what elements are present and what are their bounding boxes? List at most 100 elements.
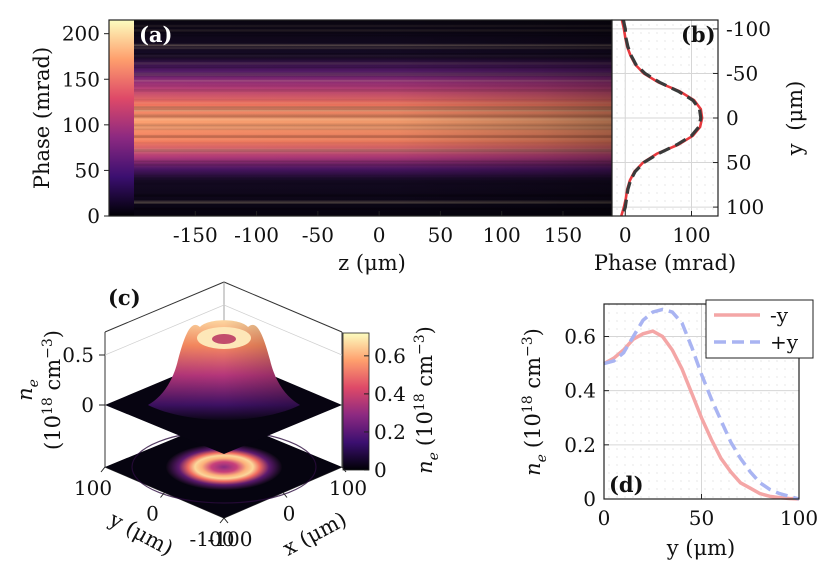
x-axis-c-tick <box>223 517 229 524</box>
colorbar-a <box>109 20 134 216</box>
y-axis-c-tick-label: 0 <box>146 502 159 526</box>
colorbar-c-tick-label: 0.4 <box>374 382 406 406</box>
z-label-c-exp18: 18 <box>40 397 56 415</box>
cb-label-c-close: ) <box>413 326 437 334</box>
x-axis-c-ticks: -100 0 100 <box>208 466 367 551</box>
panel-label-c: (c) <box>108 285 141 310</box>
y-axis-label-b-var: y <box>783 143 807 156</box>
colorbar-c-ticks: 0 0.2 0.4 0.6 <box>364 344 406 482</box>
colorbar-c <box>342 332 370 471</box>
colorbar-a-tick-label: 50 <box>75 158 100 182</box>
colorbar-a-tick-label: 150 <box>62 67 100 91</box>
cb-label-c-exp18: 18 <box>412 393 428 411</box>
z-label-c-open: (10 <box>41 415 65 450</box>
legend-box-d <box>705 299 814 359</box>
y-axis-label-c: y (μm) <box>105 507 178 561</box>
z-label-c-ne: n <box>13 387 37 401</box>
legend-label-plus-y: +y <box>770 330 799 354</box>
y-axis-label-d: ne (1018 cm−3) <box>520 328 550 476</box>
y-axis-label-b-unit: (μm) <box>783 81 807 131</box>
cb-label-c-exp3: −3 <box>412 334 428 355</box>
x-axis-a-tick-label: -150 <box>173 223 218 247</box>
surface-crater-dip-c <box>212 334 236 344</box>
x-axis-a-tick-label: -50 <box>302 223 334 247</box>
svg-text:ne(1018 cm−3): ne (1018 cm−3) <box>520 328 550 476</box>
y-axis-b-tick-label: -50 <box>726 61 758 85</box>
x-axis-d-tick-label: 50 <box>689 506 714 530</box>
d-label-sub: e <box>534 454 550 462</box>
cb-label-c-open: (10 <box>413 411 437 446</box>
colorbar-a-ticks: 0 50 100 150 200 <box>62 22 109 228</box>
panel-b: (b) 0 100 -100 -50 0 50 100 Phase (mrad) y (μ… <box>594 17 807 275</box>
x-axis-d-tick-label: 0 <box>598 506 611 530</box>
z-axis-c-tick-label: 0 <box>81 393 94 417</box>
x-axis-d-tick-label: 100 <box>780 506 818 530</box>
heatmap-a-shade <box>134 20 612 216</box>
cb-label-c-ne: n <box>413 460 437 474</box>
panel-label-a: (a) <box>139 22 172 47</box>
x-axis-b-ticks: 0 100 <box>619 211 711 247</box>
x-axis-a-tick-label: -100 <box>234 223 279 247</box>
x-axis-label-b: Phase (mrad) <box>594 251 736 275</box>
y-axis-c-tick <box>100 466 106 473</box>
y-axis-label-b: y (μm) <box>783 81 807 157</box>
d-label-exp18: 18 <box>520 395 536 413</box>
y-axis-b-ticks: -100 -50 0 50 100 <box>713 17 771 219</box>
series-d <box>603 307 800 501</box>
y-axis-d-tick-label: 0.4 <box>564 379 596 403</box>
d-label-ne: n <box>521 462 545 476</box>
panel-label-d: (d) <box>609 472 644 497</box>
d-label-close: ) <box>521 328 545 336</box>
z-label-c-close: ) <box>41 330 65 338</box>
x-axis-d-ticks: 0 50 100 <box>598 494 818 530</box>
panel-d: 0 50 100 0 0.2 0.4 0.6 (d) -y +y y (μm) ne (10… <box>520 299 818 560</box>
svg-text:ne(1018 cm−3): ne (1018 cm−3) <box>412 326 442 474</box>
x-axis-a-tick-label: 50 <box>428 223 453 247</box>
y-axis-b-tick-label: 50 <box>726 151 751 175</box>
series-d-plus-y <box>603 307 800 501</box>
svg-text:ne: ne <box>13 379 42 401</box>
x-axis-label-d: y (μm) <box>666 536 736 560</box>
surface-dome-shade-c <box>148 320 300 420</box>
y-axis-d-tick-label: 0 <box>583 487 596 511</box>
x-axis-c-tick <box>282 492 288 498</box>
y-axis-c-ticks: 100 0 -100 <box>74 466 235 551</box>
y-axis-c-tick <box>219 517 225 524</box>
x-axis-b-tick-label: 100 <box>672 223 710 247</box>
colorbar-a-tick-label: 200 <box>62 22 100 46</box>
y-axis-c-tick <box>160 492 165 498</box>
series-b-fit <box>621 19 703 217</box>
colorbar-c-tick-label: 0.2 <box>374 420 406 444</box>
d-label-cm: cm <box>521 357 545 395</box>
d-label-exp3: −3 <box>520 336 536 357</box>
z-axis-c-tick-label: 0.5 <box>62 343 94 367</box>
colorbar-label-c: ne (1018 cm−3) <box>412 326 442 474</box>
projection-ring-c <box>166 444 282 490</box>
z-axis-label-c: ne (1018 cm−3) <box>13 330 65 450</box>
series-b <box>620 19 704 217</box>
z-label-c-exp3: −3 <box>40 338 56 359</box>
x-axis-a-tick-label: 0 <box>373 223 386 247</box>
colorbar-a-tick-label: 100 <box>62 113 100 137</box>
x-axis-c-tick <box>341 466 347 473</box>
y-axis-d-ticks: 0 0.2 0.4 0.6 <box>564 325 609 511</box>
svg-text:(1018 cm−3): (1018 cm−3) <box>40 330 65 450</box>
y-axis-c-tick-label: -100 <box>190 527 235 551</box>
y-axis-label-a: Phase (mrad) <box>30 47 54 189</box>
z-label-c-sub: e <box>26 379 42 387</box>
cb-label-c-cm: cm <box>413 355 437 393</box>
legend-label-minus-y: -y <box>770 303 789 327</box>
z-axis-c-ticks: 00.5 <box>62 343 105 417</box>
x-axis-a-tick-label: 150 <box>544 223 582 247</box>
y-axis-b-tick-label: -100 <box>726 17 771 41</box>
colorbar-c-tick-label: 0 <box>374 458 387 482</box>
x-axis-c-tick-label: 100 <box>329 476 367 500</box>
d-label-open: (10 <box>521 413 545 448</box>
x-axis-label-a: z (μm) <box>338 251 406 275</box>
y-axis-d-tick-label: 0.2 <box>564 433 596 457</box>
x-axis-a-ticks: -150 -100 -50 0 50 100 150 <box>173 211 582 247</box>
series-d-minus-y <box>603 329 800 501</box>
z-label-c-cm: cm <box>41 359 65 397</box>
